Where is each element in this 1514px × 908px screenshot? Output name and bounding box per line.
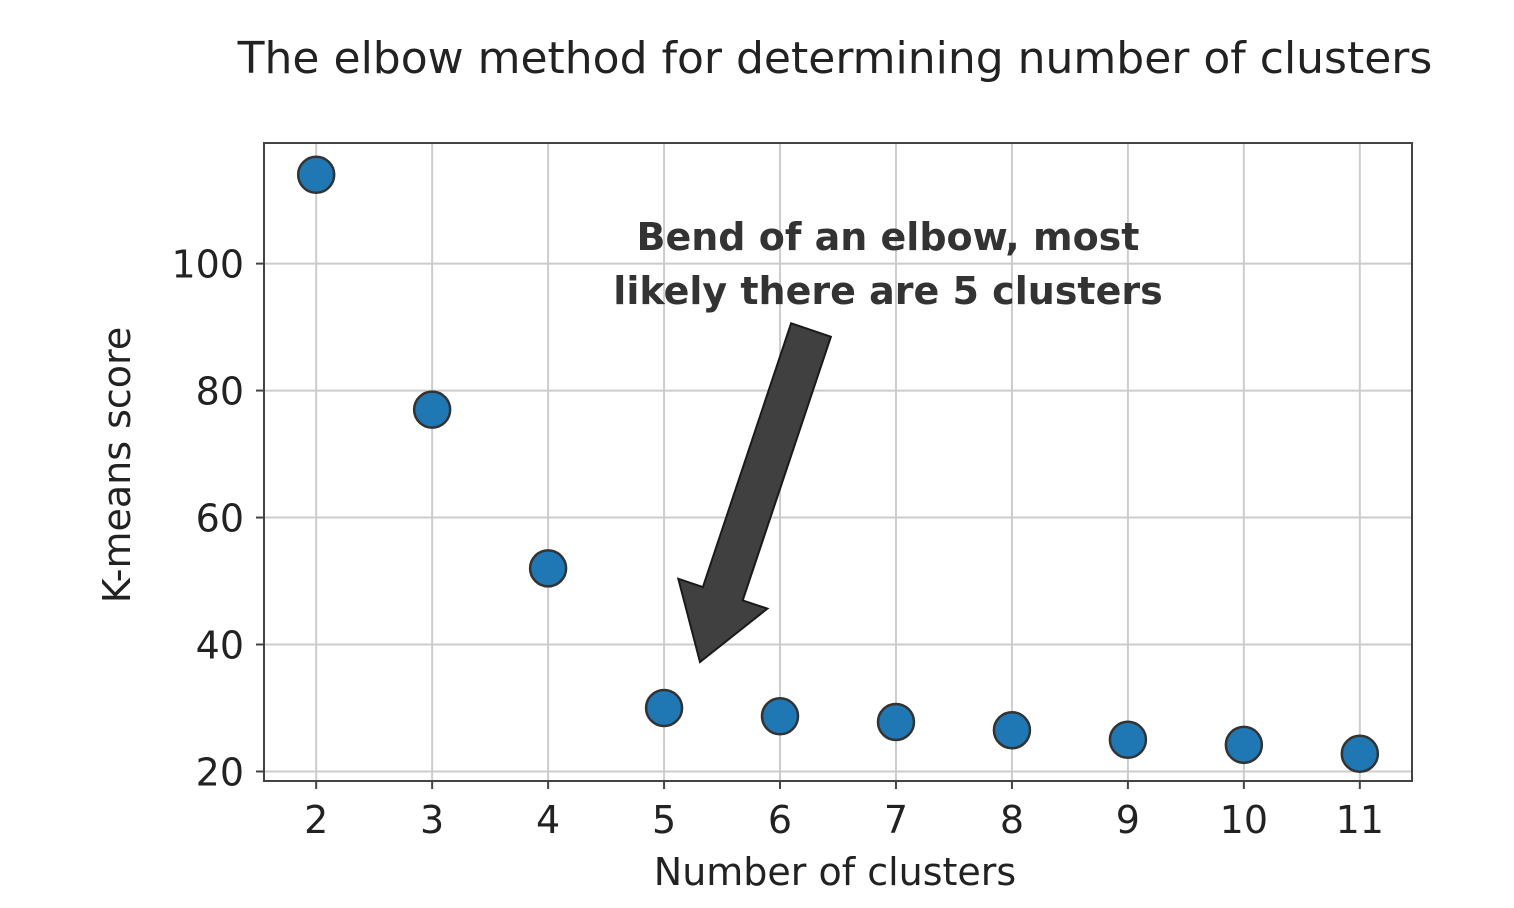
chart-title: The elbow method for determining number …	[237, 33, 1433, 84]
plot-frame	[263, 142, 1413, 782]
y-axis-ticks: 20 40 60 80 100	[171, 243, 264, 794]
data-point	[412, 390, 452, 429]
x-tick-label: 9	[1116, 798, 1140, 842]
y-tick-label: 60	[196, 497, 244, 541]
annotation-line-2: likely there are 5 clusters	[613, 269, 1162, 313]
data-points	[296, 155, 1380, 773]
x-tick-label: 4	[536, 798, 560, 842]
y-axis-label: K-means score	[95, 327, 139, 603]
x-tick-label: 6	[768, 798, 792, 842]
annotation-line-1: Bend of an elbow, most	[637, 215, 1140, 259]
data-point	[876, 702, 916, 742]
x-tick-label: 2	[304, 798, 328, 842]
y-tick-label: 80	[196, 370, 244, 414]
annotation-arrow	[676, 322, 833, 664]
x-tick-label: 3	[420, 798, 444, 842]
data-point	[1108, 720, 1148, 759]
x-tick-label: 7	[884, 798, 908, 842]
data-point	[644, 688, 684, 728]
data-point	[296, 155, 336, 194]
y-tick-label: 20	[196, 750, 244, 794]
data-point	[1340, 734, 1380, 773]
x-tick-label: 10	[1220, 798, 1268, 842]
annotation-arrow-shape	[676, 322, 833, 664]
y-tick-label: 40	[196, 624, 244, 668]
data-point	[760, 696, 800, 736]
data-point	[528, 549, 568, 588]
data-point	[1224, 725, 1264, 765]
x-tick-label: 8	[1000, 798, 1024, 842]
data-point	[992, 710, 1032, 750]
x-axis-ticks: 2 3 4 5 6 7 8 9 10 11	[304, 781, 1384, 842]
y-tick-label: 100	[171, 243, 244, 287]
x-axis-label: Number of clusters	[654, 850, 1016, 894]
x-tick-label: 11	[1336, 798, 1384, 842]
x-tick-label: 5	[652, 798, 676, 842]
